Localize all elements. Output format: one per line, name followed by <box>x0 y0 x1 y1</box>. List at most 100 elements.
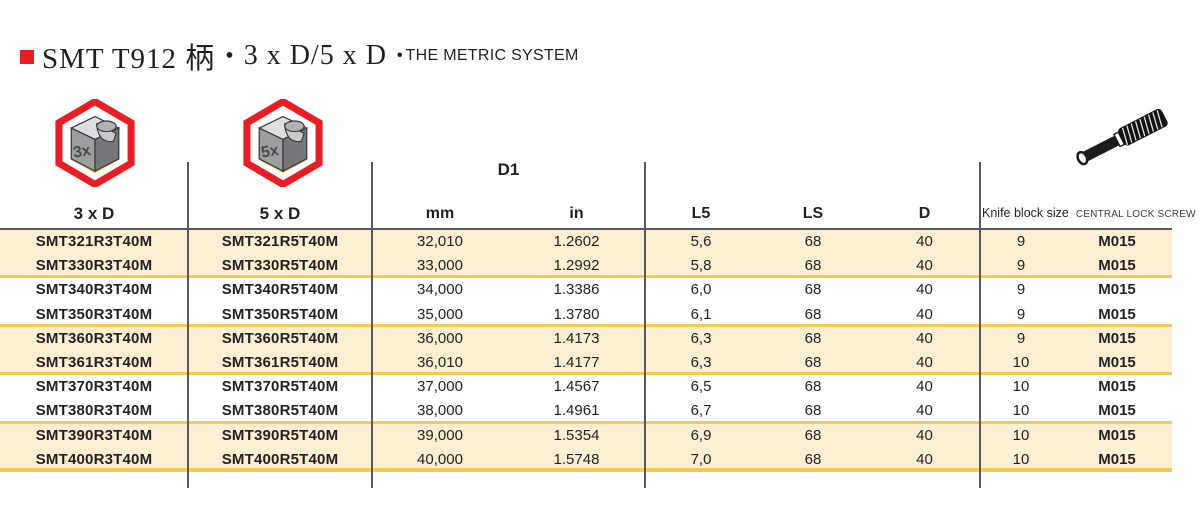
ls-cell: 68 <box>804 257 822 275</box>
knife-block-size-cell: 9 <box>1016 329 1026 347</box>
central-lock-screw-cell: M015 <box>1098 402 1136 420</box>
l5-cell: 6,3 <box>690 329 712 347</box>
knife-block-size-cell: 10 <box>1012 402 1030 420</box>
central-lock-screw-cell: M015 <box>1098 281 1136 299</box>
d1-in-cell: 1.2992 <box>553 257 600 275</box>
d1-in-cell: 1.5748 <box>553 450 600 468</box>
d-cell: 40 <box>916 402 933 420</box>
ls-cell: 68 <box>804 305 822 323</box>
l5-cell: 7,0 <box>690 450 712 468</box>
title-variant: 3 x D/5 x D <box>243 40 387 71</box>
code-3xd-cell: SMT350R3T40M <box>35 305 153 323</box>
d-cell: 40 <box>916 329 933 347</box>
knife-block-size-cell: 9 <box>1016 233 1026 250</box>
d-cell: 40 <box>916 426 933 444</box>
d-cell: 40 <box>916 257 933 275</box>
table-row: SMT400R3T40M SMT400R5T40M 40,000 1.5748 7,0 6… <box>0 447 1172 472</box>
code-5xd-cell: SMT370R5T40M <box>221 378 339 396</box>
hex-5x-cube-icon: 5x <box>243 99 323 187</box>
table-vertical-divider <box>979 162 981 488</box>
hex-3x-label: 3x <box>72 142 92 162</box>
d1-mm-cell: 39,000 <box>417 426 463 444</box>
column-header-knife-block-size: Knife block size <box>982 206 1069 220</box>
column-header-central-lock-screw: CENTRAL LOCK SCREW <box>1075 209 1196 220</box>
d1-mm-cell: 40,000 <box>417 450 463 468</box>
code-5xd-cell: SMT361R5T40M <box>221 353 339 371</box>
ls-cell: 68 <box>804 233 822 250</box>
knife-block-size-cell: 10 <box>1012 378 1030 396</box>
table-row: SMT370R3T40M SMT370R5T40M 37,000 1.4567 6,5 6… <box>0 375 1172 400</box>
l5-cell: 6,1 <box>690 305 712 323</box>
d1-in-cell: 1.4177 <box>553 353 600 371</box>
code-3xd-cell: SMT321R3T40M <box>35 233 153 250</box>
code-3xd-cell: SMT330R3T40M <box>35 257 153 275</box>
code-5xd-cell: SMT350R5T40M <box>221 305 339 323</box>
column-header-d1: D1 <box>497 160 520 179</box>
table-row: SMT350R3T40M SMT350R5T40M 35,000 1.3780 6,1 6… <box>0 302 1172 327</box>
red-square-bullet-icon <box>20 50 34 64</box>
d1-in-cell: 1.4173 <box>553 329 600 347</box>
table-vertical-divider <box>371 162 373 488</box>
title-system-bullet: • <box>396 47 403 64</box>
column-header-group: Knife block size CENTRAL LOCK SCREW <box>982 206 1196 220</box>
knife-block-size-cell: 9 <box>1016 281 1026 299</box>
l5-cell: 5,6 <box>690 233 712 250</box>
column-header-l5: L5 <box>691 205 711 222</box>
table-body: SMT321R3T40M SMT321R5T40M 32,010 1.2602 5,6 6… <box>0 230 1172 472</box>
d-cell: 40 <box>916 450 933 468</box>
table-row: SMT390R3T40M SMT390R5T40M 39,000 1.5354 6,9 6… <box>0 423 1172 448</box>
central-lock-screw-cell: M015 <box>1098 257 1136 275</box>
central-lock-screw-cell: M015 <box>1098 426 1136 444</box>
hex-3x-cube-icon: 3x <box>55 99 135 187</box>
code-5xd-cell: SMT360R5T40M <box>221 329 339 347</box>
ls-cell: 68 <box>804 378 822 396</box>
d1-mm-cell: 33,000 <box>417 257 463 275</box>
d1-in-cell: 1.5354 <box>553 426 600 444</box>
d1-mm-cell: 35,000 <box>417 305 463 323</box>
ls-cell: 68 <box>804 402 822 420</box>
hex-5x-label: 5x <box>260 142 280 162</box>
ls-cell: 68 <box>804 329 822 347</box>
knife-block-size-cell: 10 <box>1012 426 1030 444</box>
l5-cell: 6,5 <box>690 378 712 396</box>
knife-block-size-cell: 10 <box>1012 450 1030 468</box>
code-3xd-cell: SMT390R3T40M <box>35 426 153 444</box>
d1-in-cell: 1.4567 <box>553 378 600 396</box>
d1-in-cell: 1.2602 <box>553 233 600 250</box>
d-cell: 40 <box>916 305 933 323</box>
page-title: SMT T912 柄 • 3 x D/5 x D • THE METRIC SY… <box>20 38 579 75</box>
column-header-5xd: 5 x D <box>259 204 301 223</box>
column-header-mm: mm <box>425 205 455 222</box>
d-cell: 40 <box>916 281 933 299</box>
table-vertical-divider <box>644 162 646 488</box>
central-lock-screw-icon <box>1076 108 1168 166</box>
ls-cell: 68 <box>804 353 822 371</box>
d-cell: 40 <box>916 378 933 396</box>
central-lock-screw-cell: M015 <box>1098 233 1136 250</box>
d1-mm-cell: 37,000 <box>417 378 463 396</box>
table-row: SMT340R3T40M SMT340R5T40M 34,000 1.3386 6,0 6… <box>0 278 1172 303</box>
code-5xd-cell: SMT380R5T40M <box>221 402 339 420</box>
code-3xd-cell: SMT340R3T40M <box>35 281 153 299</box>
code-5xd-cell: SMT400R5T40M <box>221 450 339 468</box>
d1-mm-cell: 34,000 <box>417 281 463 299</box>
title-bullet: • <box>225 42 234 69</box>
ls-cell: 68 <box>804 426 822 444</box>
l5-cell: 6,7 <box>690 402 712 420</box>
column-header-d: D <box>918 205 931 222</box>
d1-mm-cell: 36,000 <box>417 329 463 347</box>
d1-in-cell: 1.4961 <box>553 402 600 420</box>
l5-cell: 6,3 <box>690 353 712 371</box>
central-lock-screw-cell: M015 <box>1098 329 1136 347</box>
table-row: SMT330R3T40M SMT330R5T40M 33,000 1.2992 5,8 6… <box>0 254 1172 279</box>
l5-cell: 6,9 <box>690 426 712 444</box>
l5-cell: 5,8 <box>690 257 712 275</box>
code-5xd-cell: SMT390R5T40M <box>221 426 339 444</box>
code-5xd-cell: SMT321R5T40M <box>221 233 339 250</box>
code-3xd-cell: SMT361R3T40M <box>35 353 153 371</box>
column-header-in: in <box>569 205 584 222</box>
d1-mm-cell: 36,010 <box>417 353 463 371</box>
central-lock-screw-cell: M015 <box>1098 450 1136 468</box>
table-vertical-divider <box>187 162 189 488</box>
